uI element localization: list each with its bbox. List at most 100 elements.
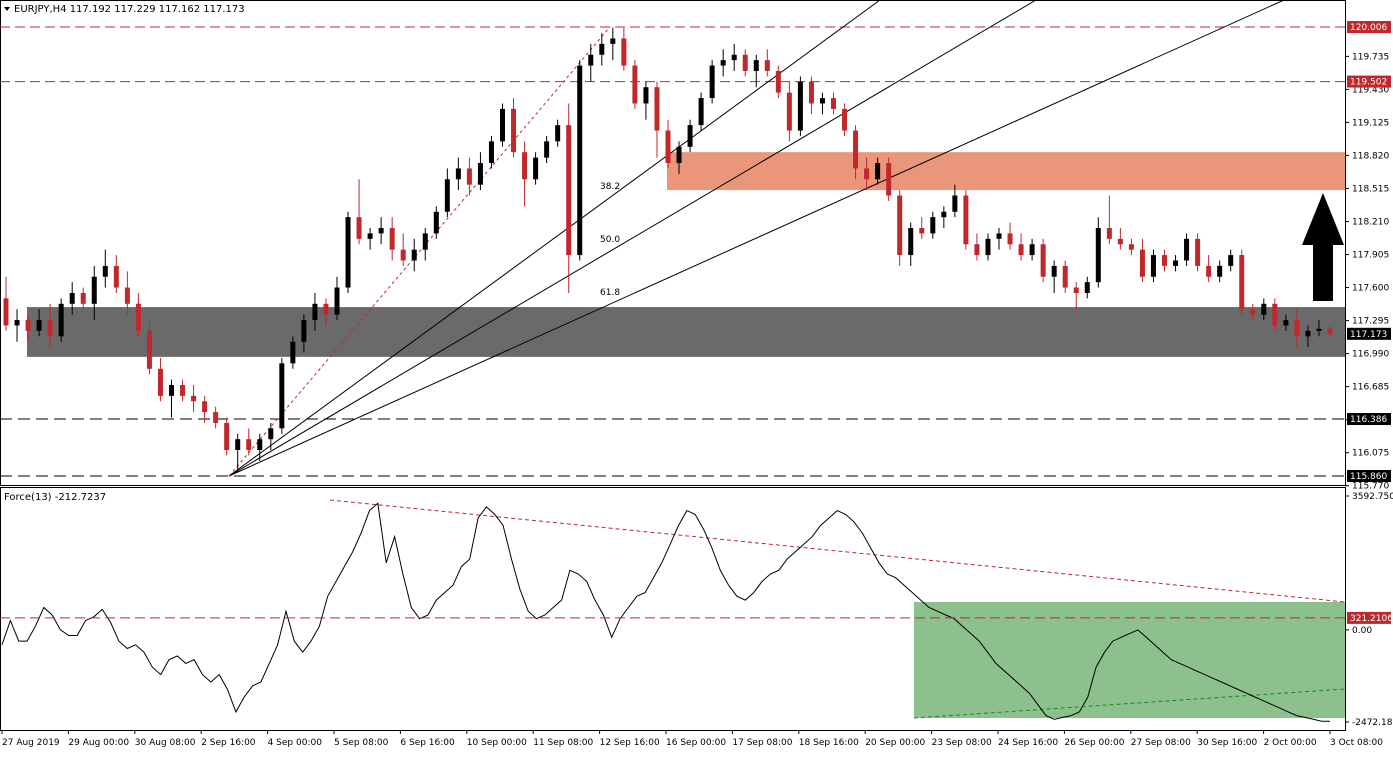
candle-body xyxy=(974,244,980,256)
resistance-zone xyxy=(667,152,1345,191)
candle-body xyxy=(764,60,770,71)
candle-body xyxy=(411,249,417,261)
time-tick-label: 17 Sep 08:00 xyxy=(732,738,792,748)
candle-body xyxy=(1283,320,1289,326)
candle-body xyxy=(1117,238,1123,245)
candle-body xyxy=(1073,287,1079,293)
time-tick-label: 2 Oct 00:00 xyxy=(1264,738,1317,748)
candle-body xyxy=(257,439,263,451)
level-tag xyxy=(1347,470,1391,482)
candle-body xyxy=(886,163,892,196)
candle-body xyxy=(14,320,20,326)
current-price-tag xyxy=(1347,327,1391,340)
dropdown-icon[interactable] xyxy=(4,7,10,11)
time-tick-label: 12 Sep 16:00 xyxy=(600,738,660,748)
candle-body xyxy=(345,217,351,288)
price-tick-label: 118.210 xyxy=(1352,218,1389,228)
candle-body xyxy=(1184,238,1190,261)
candle-body xyxy=(1029,244,1035,256)
time-tick-label: 30 Aug 08:00 xyxy=(135,738,196,748)
candle-body xyxy=(643,87,649,104)
fan-line-38 xyxy=(228,0,881,477)
candle-body xyxy=(775,70,781,93)
candle-body xyxy=(1051,265,1057,277)
candle-body xyxy=(698,98,704,126)
candle-body xyxy=(124,287,130,304)
time-tick-label: 2 Sep 16:00 xyxy=(201,738,256,748)
candle-body xyxy=(80,292,86,304)
price-tick-label: 115.770 xyxy=(1352,482,1389,492)
force-uptrend-line xyxy=(913,688,1346,719)
candle-body xyxy=(301,320,307,342)
candle-body xyxy=(202,401,208,413)
force-tick-label: -2472.181 xyxy=(1352,718,1393,728)
fibonacci-fan xyxy=(228,0,1285,477)
candle-body xyxy=(1162,255,1167,266)
force-level-tag xyxy=(1347,611,1391,624)
candle-body xyxy=(632,65,638,104)
candle-body xyxy=(323,303,329,315)
time-tick-label: 16 Sep 00:00 xyxy=(666,738,726,748)
candle-body xyxy=(941,211,947,218)
price-tick-label: 118.820 xyxy=(1352,151,1389,161)
candle-body xyxy=(599,43,605,55)
candle-body xyxy=(665,130,671,164)
level-tag xyxy=(1347,21,1391,33)
candle-body xyxy=(522,152,528,180)
candle-body xyxy=(25,320,31,331)
time-tick-label: 11 Sep 08:00 xyxy=(533,738,593,748)
candle-body xyxy=(477,163,483,185)
candle-body xyxy=(842,108,848,131)
fib-label-50: 50.0 xyxy=(600,235,620,245)
price-tick-label: 116.685 xyxy=(1352,383,1389,393)
time-tick-label: 29 Aug 00:00 xyxy=(68,738,129,748)
levels-layer xyxy=(0,26,1345,477)
price-header: EURJPY,H4 117.192 117.229 117.162 117.17… xyxy=(4,4,245,15)
candle-body xyxy=(1018,244,1024,256)
time-tick-label: 20 Sep 00:00 xyxy=(865,738,925,748)
candle-body xyxy=(466,168,472,185)
candle-body xyxy=(786,92,792,131)
candle-body xyxy=(1217,265,1223,277)
candle-body xyxy=(3,298,9,326)
candle-body xyxy=(500,108,505,142)
price-tick-label: 119.735 xyxy=(1352,52,1389,62)
candle-body xyxy=(1173,260,1179,266)
candle-body xyxy=(1007,233,1013,245)
candle-body xyxy=(919,227,925,234)
candle-body xyxy=(279,363,285,429)
time-tick-label: 10 Sep 00:00 xyxy=(467,738,527,748)
price-tick-label: 116.990 xyxy=(1352,350,1389,360)
candle-body xyxy=(819,98,825,104)
candle-body xyxy=(864,168,870,180)
candle-body xyxy=(1195,238,1201,266)
candle-body xyxy=(389,227,395,250)
candle-body xyxy=(753,60,759,71)
current-price-label: 117.173 xyxy=(1350,330,1387,340)
candle-body xyxy=(897,195,903,256)
candle-body xyxy=(875,163,881,180)
candle-body xyxy=(290,341,296,364)
candle-body xyxy=(1250,309,1256,315)
candle-body xyxy=(146,330,152,369)
candle-body xyxy=(191,395,197,402)
candle-body xyxy=(36,320,42,331)
candle-body xyxy=(312,303,318,321)
candle-body xyxy=(720,60,726,66)
candle-body xyxy=(963,195,969,245)
price-panel-frame xyxy=(0,0,1346,486)
candle-body xyxy=(1272,303,1278,326)
candle-body xyxy=(135,303,141,331)
candle-body xyxy=(356,217,362,239)
force-axis: 3592.7507 0.00 -2472.181 321.2106 xyxy=(0,492,1393,728)
candle-body xyxy=(400,249,406,261)
candle-body xyxy=(1305,330,1311,337)
price-tick-label: 118.515 xyxy=(1352,184,1389,194)
candle-body xyxy=(742,54,748,71)
force-line xyxy=(1,502,1330,722)
candle-body xyxy=(709,65,715,99)
candle-body xyxy=(555,125,561,142)
level-tag xyxy=(1347,75,1391,88)
candle-body xyxy=(334,287,340,315)
